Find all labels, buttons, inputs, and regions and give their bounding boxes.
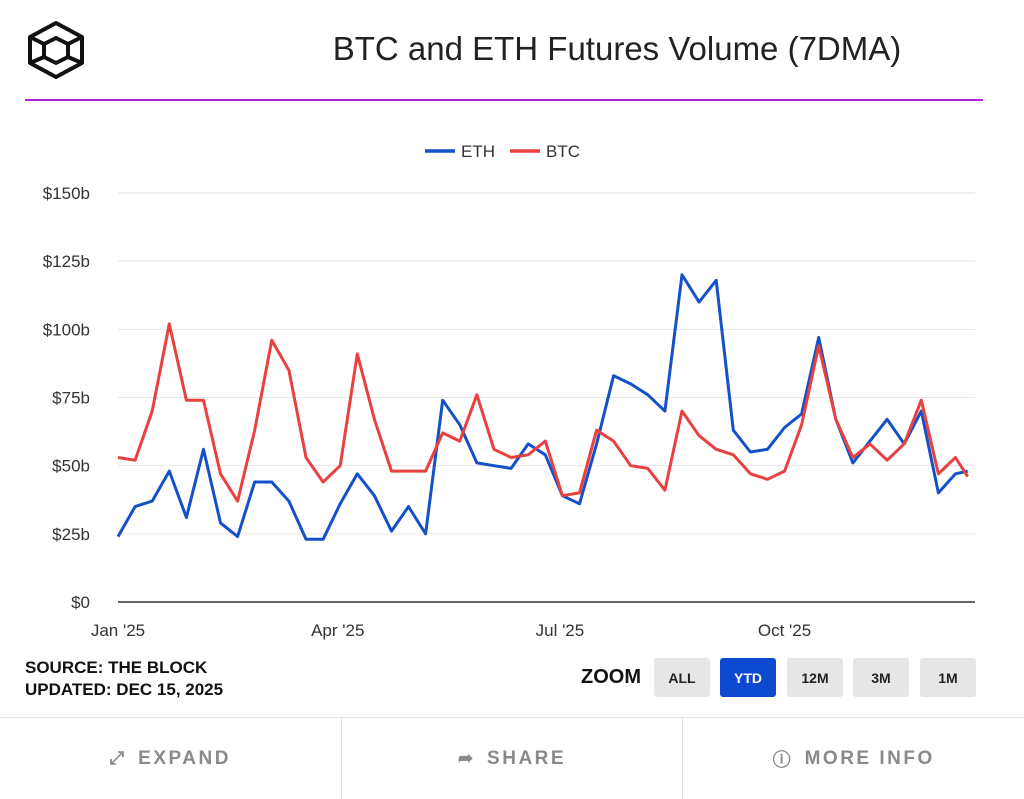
- expand-icon: ⤢: [109, 748, 125, 768]
- y-tick-label: $125b: [43, 252, 90, 271]
- y-tick-label: $25b: [52, 525, 90, 544]
- y-tick-label: $150b: [43, 184, 90, 203]
- zoom-label: ZOOM: [581, 666, 641, 688]
- x-tick-label: Oct '25: [758, 621, 811, 640]
- x-tick-label: Apr '25: [311, 621, 364, 640]
- x-tick-label: Jan '25: [91, 621, 145, 640]
- chart-footer: ⤢ EXPAND ➦ SHARE ⓘ MORE INFO: [0, 717, 1024, 799]
- y-tick-label: $0: [71, 593, 90, 612]
- x-tick-label: Jul '25: [536, 621, 585, 640]
- zoom-3m-button[interactable]: 3M: [853, 658, 909, 697]
- share-label: SHARE: [487, 747, 567, 769]
- legend-label-btc: BTC: [546, 142, 580, 161]
- expand-button[interactable]: ⤢ EXPAND: [0, 718, 342, 799]
- zoom-12m-button[interactable]: 12M: [787, 658, 843, 697]
- the-block-logo: [28, 21, 84, 79]
- updated-text: UPDATED: DEC 15, 2025: [25, 680, 224, 699]
- y-tick-label: $50b: [52, 457, 90, 476]
- line-chart: $0 $25b $50b $75b $100b $125b $150b Jan '25 Apr …: [43, 142, 975, 640]
- title-divider: [25, 99, 983, 101]
- legend-label-eth: ETH: [461, 142, 495, 161]
- source-text: SOURCE: THE BLOCK: [25, 658, 208, 677]
- series-line-eth: [116, 273, 969, 541]
- share-icon: ➦: [457, 748, 474, 768]
- more-info-button[interactable]: ⓘ MORE INFO: [683, 718, 1024, 799]
- share-button[interactable]: ➦ SHARE: [342, 718, 684, 799]
- expand-label: EXPAND: [138, 747, 231, 769]
- info-icon: ⓘ: [772, 749, 791, 770]
- chart-meta: SOURCE: THE BLOCK UPDATED: DEC 15, 2025: [25, 657, 223, 701]
- more-info-label: MORE INFO: [804, 747, 935, 769]
- chart-title: BTC and ETH Futures Volume (7DMA): [332, 30, 902, 67]
- zoom-1m-button[interactable]: 1M: [920, 658, 976, 697]
- series-line-btc: [117, 322, 969, 503]
- y-tick-label: $100b: [43, 320, 90, 339]
- y-tick-label: $75b: [52, 389, 90, 408]
- zoom-all-button[interactable]: ALL: [654, 658, 710, 697]
- zoom-ytd-button[interactable]: YTD: [720, 658, 776, 697]
